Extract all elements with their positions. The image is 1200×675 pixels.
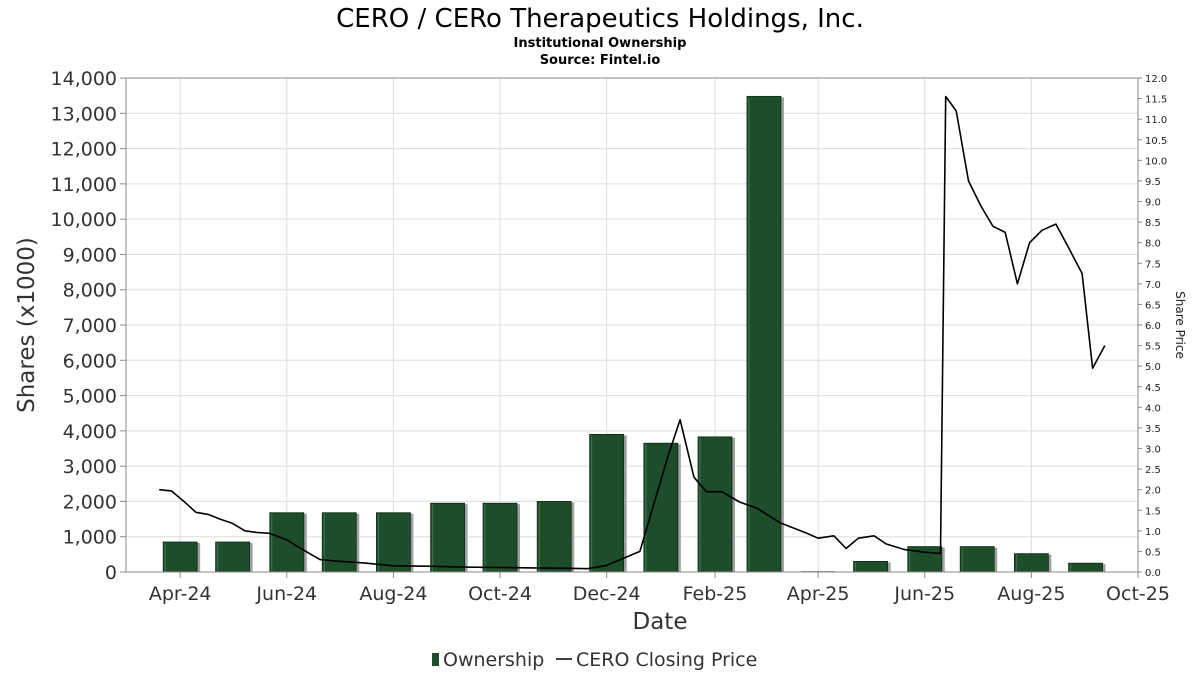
ownership-bar (1013, 553, 1049, 573)
y2-tick-label: 8.5 (1145, 218, 1161, 229)
y-tick-label: 0 (105, 562, 117, 584)
y2-tick-label: 4.5 (1145, 383, 1161, 394)
y2-tick-label: 10.5 (1145, 136, 1167, 147)
y2-tick-label: 8.0 (1145, 239, 1161, 250)
ownership-bar (430, 502, 466, 573)
y2-tick-label: 9.0 (1145, 198, 1161, 209)
y2-tick-label: 1.5 (1145, 506, 1161, 517)
x-tick-label: Jun-24 (255, 583, 317, 605)
y2-tick-label: 7.0 (1145, 280, 1161, 291)
y-tick-label: 13,000 (51, 103, 117, 125)
ownership-bar (215, 541, 251, 573)
x-tick-label: Aug-25 (997, 583, 1065, 605)
price-line-layer (159, 95, 1106, 570)
price-line (159, 95, 1106, 570)
y2-tick-label: 7.5 (1145, 259, 1161, 270)
x-tick-label: Feb-25 (683, 583, 748, 605)
y2-tick-label: 6.0 (1145, 321, 1161, 332)
y-tick-label: 8,000 (63, 280, 117, 302)
ownership-bar (536, 501, 572, 573)
y2-axis-label: Share Price (1173, 291, 1187, 359)
y2-tick-label: 9.5 (1145, 177, 1161, 188)
ownership-bar (376, 512, 411, 573)
x-axis-ticks: Apr-24 Jun-24 Aug-24 Oct-24 Dec-24 Feb-25 Apr-… (149, 572, 1170, 605)
y-tick-label: 5,000 (63, 386, 117, 408)
ownership-bar (589, 433, 625, 573)
y-tick-label: 1,000 (63, 527, 117, 549)
chart-subtitle-ownership: Institutional Ownership (514, 36, 687, 51)
chart-subtitle-source: Source: Fintel.io (540, 53, 661, 68)
chart-title: CERO / CERo Therapeutics Holdings, Inc. (336, 4, 864, 34)
y2-tick-label: 2.5 (1145, 465, 1161, 476)
ownership-bar (959, 546, 995, 573)
ownership-bars (162, 95, 1106, 573)
ownership-bar (853, 561, 888, 573)
left-axis-ticks: 0 1,000 2,000 3,000 4,000 5,000 6,000 7,000 8,00… (51, 68, 126, 584)
y-tick-label: 7,000 (63, 315, 117, 337)
y-axis-label: Shares (x1000) (14, 237, 40, 413)
legend: Ownership CERO Closing Price (432, 649, 757, 671)
y2-tick-label: 5.5 (1145, 342, 1161, 353)
legend-ownership-swatch (432, 653, 439, 666)
y2-tick-label: 0.5 (1145, 547, 1161, 558)
y2-tick-label: 3.0 (1145, 445, 1161, 456)
ownership-bar (1068, 562, 1103, 573)
y-tick-label: 10,000 (51, 209, 117, 231)
x-axis-label: Date (633, 609, 688, 635)
y2-tick-label: 5.0 (1145, 362, 1161, 373)
right-axis-ticks: 0.0 0.5 1.0 1.5 2.0 2.5 3.0 3.5 4.0 4.5 5.0 5.5 6.0 6… (1138, 74, 1167, 579)
legend-ownership-label: Ownership (443, 649, 544, 671)
y-tick-label: 6,000 (63, 350, 117, 372)
x-tick-label: Oct-25 (1106, 583, 1170, 605)
ownership-bar (643, 442, 679, 573)
y-tick-label: 14,000 (51, 68, 117, 90)
ownership-bar (162, 541, 198, 573)
y2-tick-label: 10.0 (1145, 156, 1167, 167)
x-tick-label: Apr-25 (787, 583, 850, 605)
x-tick-label: Apr-24 (149, 583, 212, 605)
ownership-bar (697, 436, 733, 573)
x-tick-label: Oct-24 (468, 583, 532, 605)
x-tick-label: Dec-24 (573, 583, 641, 605)
y-tick-label: 12,000 (51, 139, 117, 161)
legend-price-label: CERO Closing Price (576, 649, 757, 671)
y2-tick-label: 3.5 (1145, 424, 1161, 435)
ownership-bar (269, 512, 305, 573)
ownership-bar (482, 502, 518, 573)
grid-layer (126, 77, 1139, 573)
y-tick-label: 9,000 (63, 244, 117, 266)
x-tick-label: Jun-25 (893, 583, 955, 605)
y2-tick-label: 4.0 (1145, 403, 1161, 414)
y-tick-label: 2,000 (63, 491, 117, 513)
y2-tick-label: 6.5 (1145, 300, 1161, 311)
y2-tick-label: 2.0 (1145, 486, 1161, 497)
y-tick-label: 11,000 (51, 174, 117, 196)
ownership-bar (746, 95, 782, 573)
y-tick-label: 4,000 (63, 421, 117, 443)
y2-tick-label: 12.0 (1145, 74, 1167, 85)
y2-tick-label: 11.5 (1145, 95, 1167, 106)
ownership-bar (321, 512, 357, 573)
y2-tick-label: 1.0 (1145, 527, 1161, 538)
y2-tick-label: 11.0 (1145, 115, 1167, 126)
y2-tick-label: 0.0 (1145, 568, 1161, 579)
x-tick-label: Aug-24 (359, 583, 427, 605)
y-tick-label: 3,000 (63, 456, 117, 478)
